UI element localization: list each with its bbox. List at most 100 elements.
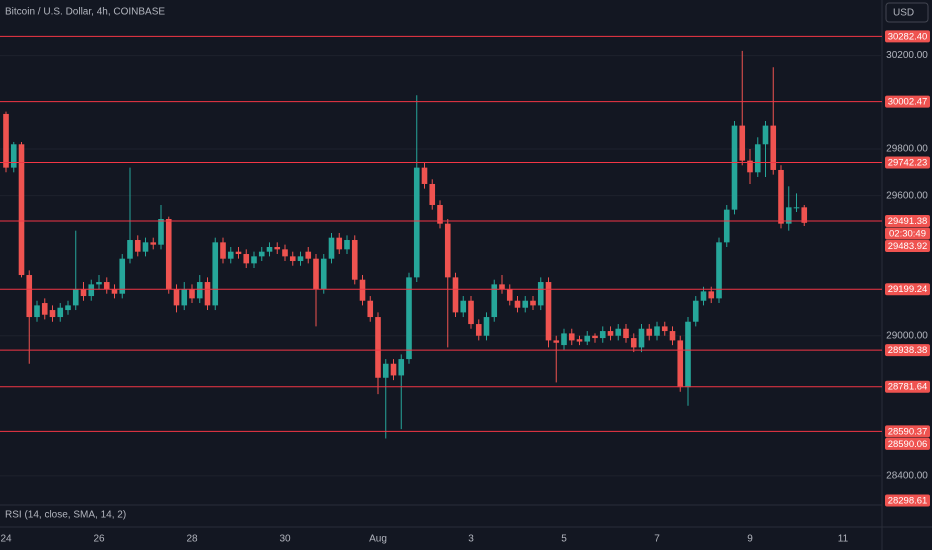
candle-body [165,218,172,290]
price-tag-label: 28298.61 [888,496,928,507]
candle-body [623,328,629,339]
candle-body [460,300,467,313]
candle-body [475,324,482,336]
candle-body [305,251,312,259]
price-tag [885,240,930,253]
candle-body [251,256,257,264]
candle-body [607,331,614,336]
candle-body [630,338,637,348]
price-tag [885,344,930,357]
candle-body [65,305,71,311]
candle-body [320,258,327,290]
candle-body [72,289,79,306]
candle-body [793,207,800,209]
price-tag-label: 29742.23 [888,157,928,168]
grid [0,55,882,477]
price-tag-label: 29199.24 [888,284,928,295]
candle-body [336,237,343,250]
x-tick-label: Aug [369,534,387,545]
candle-body [96,282,102,285]
chart-title: Bitcoin / U.S. Dollar, 4h, COINBASE [5,7,165,18]
candle-body [413,167,420,278]
candle-body [297,256,304,262]
candle-body [599,331,606,339]
candle-body [196,282,203,299]
candle-body [646,328,653,336]
candle-body [754,144,761,173]
candle-body [406,277,412,360]
price-axis: 28400.00 29000.00 29600.00 29800.00 30200.00… [885,30,930,507]
candle-body [592,335,598,339]
price-tag [885,156,930,169]
candle-body [235,251,242,255]
candle-body [57,307,64,318]
candle-body [181,289,188,306]
price-tag [885,215,930,228]
candle-body [452,277,459,313]
y-tick-label: 29000.00 [886,330,928,341]
candle-body [10,144,17,168]
candle-body [351,240,358,280]
candle-body [576,339,583,342]
candle-body [227,251,234,259]
candle-body [127,240,133,259]
candle-body [359,279,366,301]
candle-body [506,289,513,301]
candle-body [258,251,265,257]
y-tick-label: 30200.00 [886,50,928,61]
candle-body [537,282,544,306]
candle-body [499,284,505,290]
candle-body [3,113,9,168]
candle-body [429,183,436,205]
candle-body [189,289,195,299]
candle-body [274,247,281,250]
y-tick-label: 28400.00 [886,470,928,481]
candle-body [483,317,490,336]
candle-body [514,300,521,308]
candle-body [282,249,288,257]
candle-body [289,256,296,262]
candle-body [723,209,730,243]
price-tag [885,283,930,296]
candle-body [80,289,87,297]
candle-body [134,240,141,252]
candle-body [367,300,374,318]
price-tag [885,425,930,438]
candle-body [739,125,746,161]
candle-body [584,335,591,342]
candle-body [382,363,389,378]
candle-body [49,310,56,318]
candle-body [421,167,428,184]
candle-body [204,282,211,306]
price-tag-label: 28781.64 [888,382,928,393]
x-tick-label: 9 [747,534,753,545]
candle-body [212,242,219,306]
candle-body [313,258,319,290]
price-tag [885,494,930,507]
candle-body [522,300,529,308]
candle-body [119,258,126,294]
x-tick-label: 24 [0,534,12,545]
y-tick-label: 29600.00 [886,190,928,201]
y-tick-label: 29800.00 [886,144,928,155]
x-tick-label: 11 [838,534,849,545]
candle-body [390,363,397,376]
candle-body [747,160,753,173]
candles [3,50,808,439]
currency-button[interactable] [885,2,929,23]
candle-body [778,169,784,224]
candle-body [437,204,443,224]
candle-body [561,333,567,346]
candle-body [545,282,552,341]
price-tag-label: 30002.47 [888,97,928,108]
candle-body [111,289,118,294]
candle-body [142,242,149,252]
candle-body [530,300,536,306]
candle-body [785,207,792,224]
candle-body [801,207,808,223]
currency-label[interactable]: USD [893,8,914,19]
candle-body [266,247,273,252]
